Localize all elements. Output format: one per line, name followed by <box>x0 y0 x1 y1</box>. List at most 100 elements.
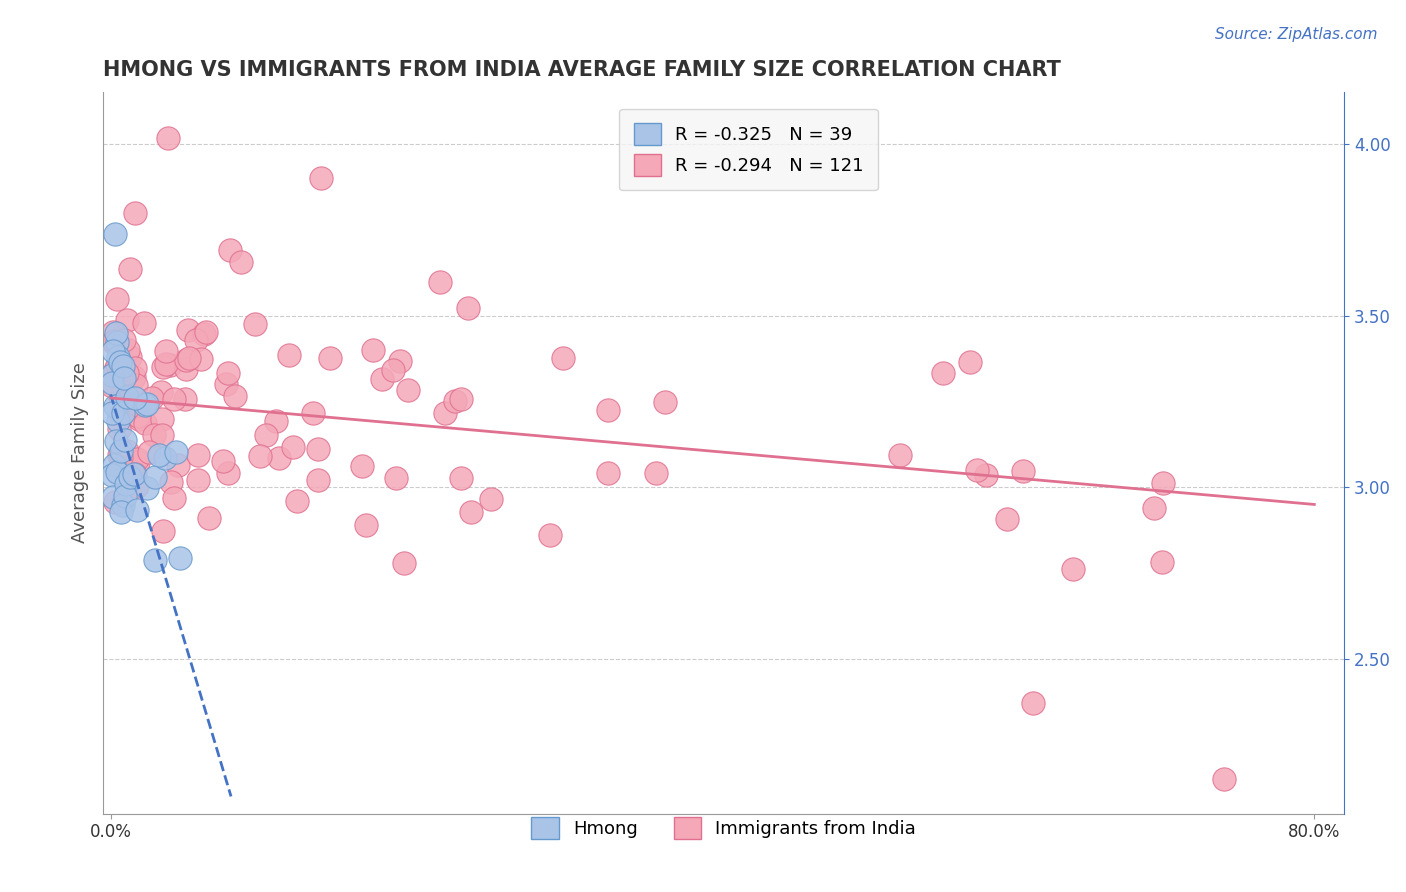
Point <box>959 355 981 369</box>
Point <box>107 350 129 364</box>
Point <box>995 512 1018 526</box>
Point <box>100 376 122 390</box>
Point <box>302 406 325 420</box>
Point <box>141 391 163 405</box>
Point <box>150 428 173 442</box>
Point <box>231 255 253 269</box>
Point <box>110 450 132 464</box>
Point <box>107 373 129 387</box>
Point <box>111 359 134 374</box>
Point <box>125 479 148 493</box>
Point <box>152 524 174 538</box>
Point <box>143 469 166 483</box>
Point <box>120 262 142 277</box>
Point <box>264 413 287 427</box>
Point <box>105 292 128 306</box>
Point <box>118 470 141 484</box>
Point <box>134 416 156 430</box>
Point <box>361 343 384 358</box>
Point <box>174 353 197 368</box>
Point <box>127 409 149 423</box>
Point <box>122 467 145 481</box>
Point <box>136 397 159 411</box>
Point <box>460 506 482 520</box>
Point <box>169 550 191 565</box>
Point <box>110 391 132 405</box>
Point <box>115 369 138 384</box>
Point <box>125 452 148 467</box>
Point <box>148 448 170 462</box>
Point <box>254 427 277 442</box>
Point <box>115 313 138 327</box>
Point <box>124 467 146 481</box>
Point <box>654 395 676 409</box>
Point <box>122 369 145 384</box>
Point <box>381 363 404 377</box>
Point <box>184 333 207 347</box>
Legend: R = -0.325   N = 39, R = -0.294   N = 121: R = -0.325 N = 39, R = -0.294 N = 121 <box>619 109 879 191</box>
Point <box>101 334 124 349</box>
Point <box>450 471 472 485</box>
Point <box>195 325 218 339</box>
Point <box>165 445 187 459</box>
Point <box>105 326 128 341</box>
Point <box>217 366 239 380</box>
Point <box>966 463 988 477</box>
Point <box>104 399 127 413</box>
Point <box>155 357 177 371</box>
Point <box>243 317 266 331</box>
Point <box>110 409 132 423</box>
Point <box>114 490 136 504</box>
Point <box>215 376 238 391</box>
Point <box>444 393 467 408</box>
Point <box>103 458 125 473</box>
Point <box>107 359 129 373</box>
Point <box>1150 555 1173 569</box>
Point <box>149 384 172 399</box>
Point <box>104 227 127 241</box>
Point <box>104 495 127 509</box>
Point <box>124 206 146 220</box>
Point <box>356 518 378 533</box>
Point <box>1152 475 1174 490</box>
Point <box>150 412 173 426</box>
Point <box>160 475 183 489</box>
Point <box>117 343 139 358</box>
Point <box>1143 501 1166 516</box>
Point <box>153 451 176 466</box>
Point <box>101 491 124 505</box>
Point <box>394 556 416 570</box>
Point <box>101 379 124 393</box>
Point <box>889 448 911 462</box>
Point <box>101 468 124 483</box>
Point <box>598 466 620 480</box>
Point <box>174 392 197 406</box>
Point <box>155 343 177 358</box>
Text: HMONG VS IMMIGRANTS FROM INDIA AVERAGE FAMILY SIZE CORRELATION CHART: HMONG VS IMMIGRANTS FROM INDIA AVERAGE F… <box>103 60 1062 79</box>
Point <box>107 414 129 428</box>
Point <box>1022 696 1045 710</box>
Point <box>187 448 209 462</box>
Point <box>101 325 124 339</box>
Point <box>307 473 329 487</box>
Point <box>108 448 131 462</box>
Point <box>190 351 212 366</box>
Point <box>111 406 134 420</box>
Point <box>278 348 301 362</box>
Point <box>112 449 135 463</box>
Point <box>101 406 124 420</box>
Point <box>350 458 373 473</box>
Point <box>110 505 132 519</box>
Point <box>120 350 142 364</box>
Point <box>107 422 129 436</box>
Point <box>457 301 479 316</box>
Point <box>110 354 132 368</box>
Point <box>135 481 157 495</box>
Point <box>156 131 179 145</box>
Point <box>162 491 184 506</box>
Point <box>134 398 156 412</box>
Point <box>429 275 451 289</box>
Point <box>187 473 209 487</box>
Point <box>115 366 138 380</box>
Point <box>142 428 165 442</box>
